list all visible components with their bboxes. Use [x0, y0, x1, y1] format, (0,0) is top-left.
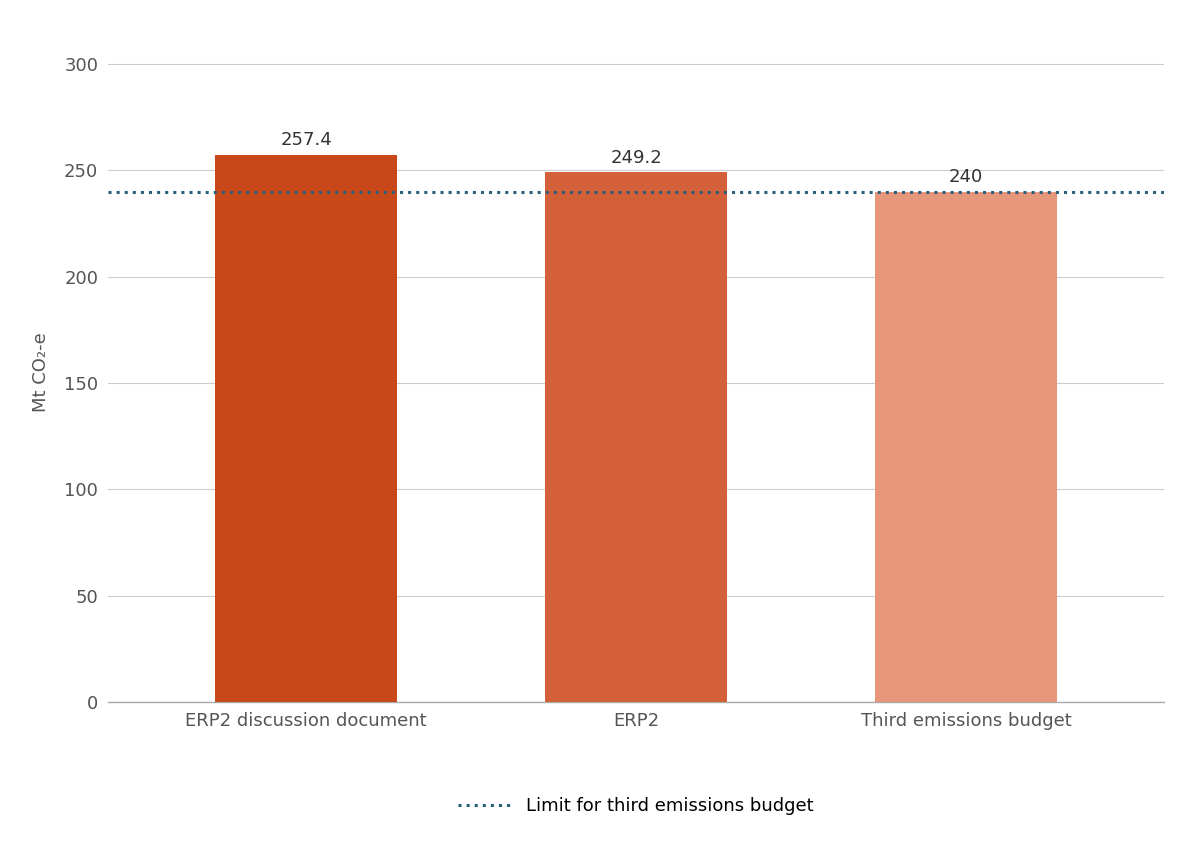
- Legend: Limit for third emissions budget: Limit for third emissions budget: [451, 790, 821, 823]
- Text: 249.2: 249.2: [610, 149, 662, 167]
- Bar: [545, 172, 727, 702]
- Text: 257.4: 257.4: [280, 131, 332, 149]
- Bar: [875, 192, 1057, 702]
- Y-axis label: Mt CO₂-e: Mt CO₂-e: [32, 332, 50, 413]
- Bar: [215, 155, 397, 702]
- Text: 240: 240: [949, 169, 983, 187]
